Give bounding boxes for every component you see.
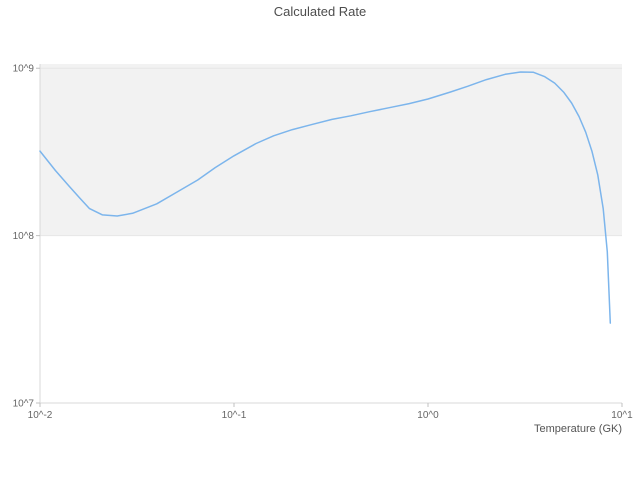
y-tick-label: 10^7 bbox=[13, 399, 35, 410]
x-tick-label: 10^0 bbox=[417, 410, 439, 421]
rate-line-series bbox=[39, 71, 612, 324]
chart-title: Calculated Rate bbox=[273, 4, 367, 19]
x-tick-label: 10^-1 bbox=[222, 410, 247, 421]
decade-band bbox=[40, 64, 622, 236]
x-tick-label: 10^-2 bbox=[28, 410, 53, 421]
x-axis-title: Temperature (GK) bbox=[533, 423, 622, 435]
y-tick-label: 10^8 bbox=[13, 231, 35, 242]
x-tick-label: 10^1 bbox=[611, 410, 633, 421]
y-tick-label: 10^9 bbox=[13, 64, 35, 75]
